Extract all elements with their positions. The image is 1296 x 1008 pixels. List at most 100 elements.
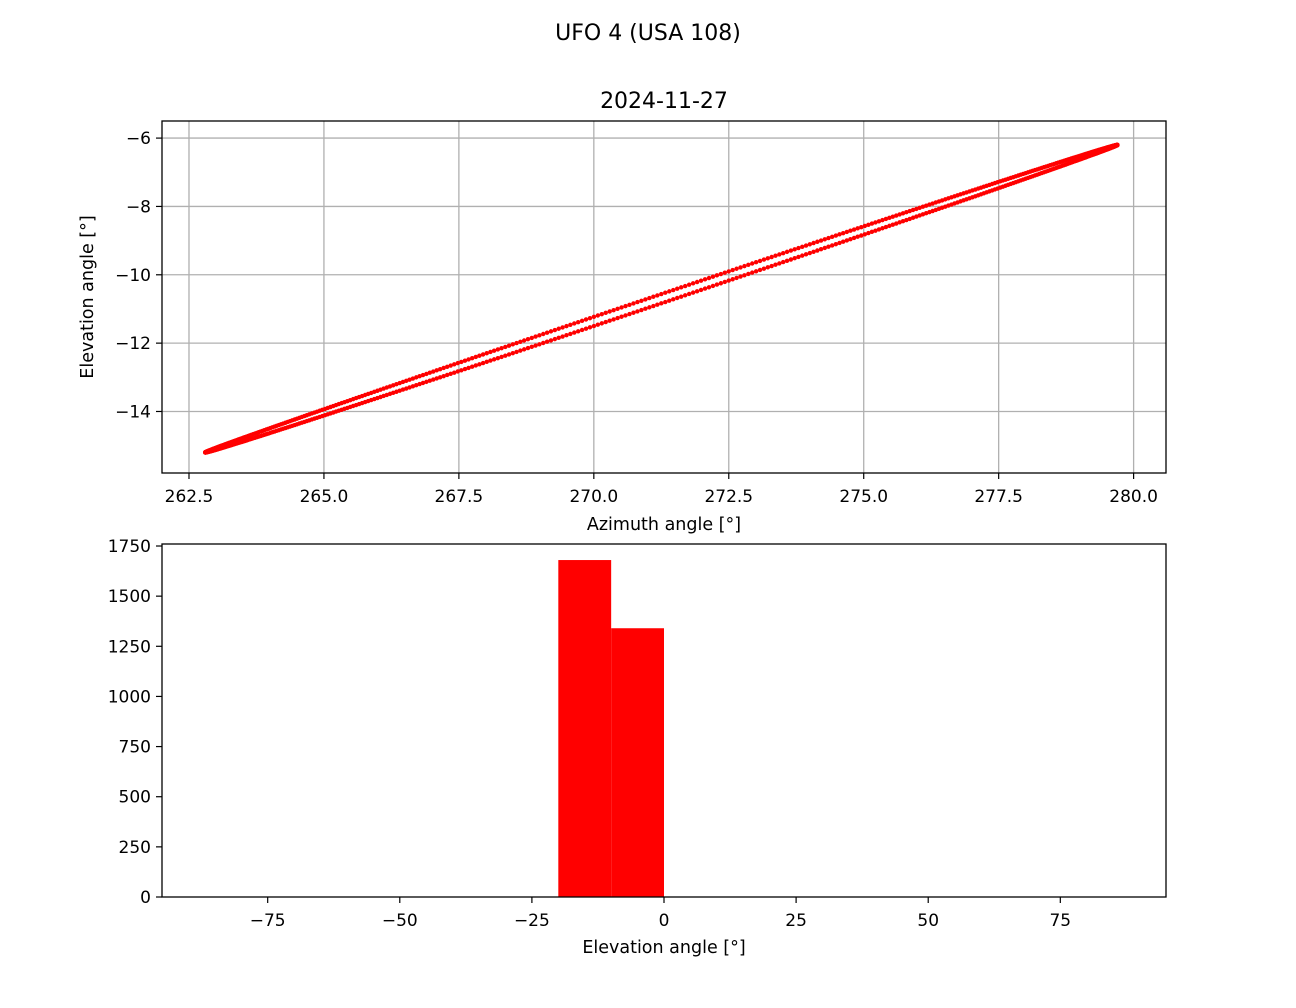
scatter-point <box>431 369 436 374</box>
scatter-point <box>437 366 443 372</box>
scatter-point <box>514 349 519 355</box>
scatter-point <box>627 302 632 307</box>
scatter-point <box>420 380 426 386</box>
histogram-x-tick-label: 75 <box>1049 911 1071 931</box>
scatter-point <box>441 373 446 379</box>
scatter-point <box>910 215 916 220</box>
scatter-point <box>599 311 604 317</box>
scatter-point <box>833 241 839 247</box>
scatter-point <box>414 383 419 388</box>
scatter-point <box>862 232 868 237</box>
scatter-point <box>431 377 436 382</box>
scatter-point <box>671 297 676 302</box>
scatter-point <box>583 317 589 322</box>
scatter-point <box>560 334 565 339</box>
scatter-point <box>742 263 747 269</box>
scatter-point <box>904 217 909 223</box>
scatter-point <box>615 315 620 321</box>
scatter-point <box>462 366 468 372</box>
scatter-point <box>477 362 482 367</box>
scatter-point <box>869 229 875 235</box>
scatter-point <box>462 358 468 363</box>
scatter-point <box>807 250 812 256</box>
scatter-point <box>427 370 432 375</box>
scatter-point <box>488 358 493 363</box>
scatter-point <box>897 212 902 217</box>
scatter-point <box>480 352 486 357</box>
scatter-point <box>686 291 692 297</box>
scatter-point <box>859 233 864 238</box>
scatter-point <box>690 290 696 295</box>
scatter-point <box>753 260 759 265</box>
scatter-point <box>765 265 770 270</box>
scatter-point <box>503 353 508 358</box>
scatter-point <box>583 326 589 331</box>
scatter-point <box>722 270 727 275</box>
scatter-point <box>488 349 493 355</box>
scatter-point <box>706 275 712 281</box>
histogram-y-tick-label: 500 <box>119 788 151 808</box>
scatter-point <box>521 338 527 343</box>
scatter-point <box>757 267 763 273</box>
scatter-point <box>518 348 523 353</box>
scatter-point <box>623 303 628 309</box>
scatter-point <box>455 360 460 366</box>
scatter-point <box>556 326 561 331</box>
scatter-point <box>533 334 538 339</box>
scatter-point <box>448 371 453 377</box>
scatter-point <box>437 375 443 380</box>
scatter-point <box>568 331 573 337</box>
scatter-point <box>730 277 735 282</box>
scatter-point <box>862 223 868 229</box>
scatter-title: 2024-11-27 <box>600 89 728 114</box>
scatter-point <box>815 239 820 244</box>
scatter-point <box>818 247 824 252</box>
scatter-point <box>459 359 464 365</box>
scatter-point <box>643 306 648 311</box>
scatter-point <box>769 263 774 269</box>
scatter-point <box>730 267 735 273</box>
scatter-point <box>533 343 538 348</box>
scatter-point <box>907 216 912 222</box>
scatter-x-tick-label: 272.5 <box>704 487 753 507</box>
scatter-point <box>499 345 504 351</box>
scatter-point <box>506 352 512 357</box>
scatter-point <box>466 357 471 362</box>
scatter-point <box>890 214 895 219</box>
scatter-point <box>506 343 512 348</box>
scatter-point <box>595 313 601 318</box>
scatter-point <box>726 278 731 283</box>
scatter-point <box>619 305 624 310</box>
scatter-point <box>466 365 471 371</box>
scatter-grid <box>162 121 1166 473</box>
scatter-point <box>904 209 909 215</box>
scatter-point <box>907 208 912 214</box>
scatter-point <box>548 329 554 334</box>
scatter-point <box>579 318 585 324</box>
scatter-point <box>639 298 644 303</box>
scatter-point <box>702 286 708 291</box>
scatter-point <box>815 248 820 253</box>
scatter-point <box>514 340 519 346</box>
scatter-point <box>647 305 652 310</box>
scatter-point <box>469 356 475 361</box>
scatter-point <box>718 281 724 286</box>
scatter-point <box>803 252 809 257</box>
scatter-point <box>742 273 747 278</box>
scatter-point <box>434 376 439 381</box>
scatter-point <box>599 321 604 326</box>
scatter-point <box>784 258 790 264</box>
histogram-y-tick-label: 1500 <box>108 587 151 607</box>
scatter-point <box>738 265 743 270</box>
scatter-point <box>623 313 628 318</box>
scatter-point <box>788 257 794 262</box>
scatter-point <box>480 360 486 366</box>
scatter-point <box>873 228 878 233</box>
scatter-x-tick-label: 267.5 <box>435 487 484 507</box>
scatter-point <box>746 271 751 277</box>
scatter-point <box>556 335 561 341</box>
scatter-point <box>710 274 716 279</box>
scatter-x-tick-label: 280.0 <box>1109 487 1158 507</box>
scatter-point <box>873 220 878 225</box>
scatter-x-tick-label: 265.0 <box>300 487 349 507</box>
